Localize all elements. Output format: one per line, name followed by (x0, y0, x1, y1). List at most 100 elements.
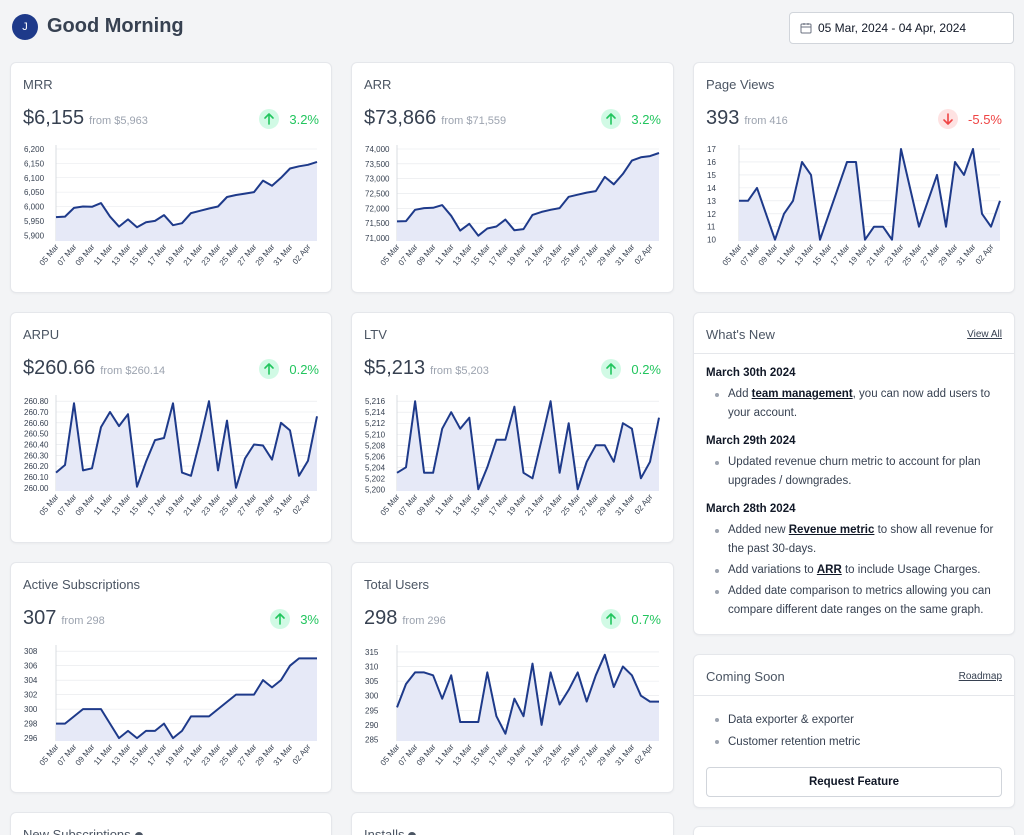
metric-change: -5.5% (938, 109, 1002, 129)
series-line[interactable] (396, 653, 659, 735)
y-tick-label: 16 (707, 158, 716, 167)
y-tick-label: 308 (24, 647, 38, 656)
y-tick-label: 5,900 (24, 231, 45, 240)
series-line[interactable] (55, 400, 318, 489)
list-item: Add team management, you can now add use… (706, 385, 1002, 423)
metric-previous-value: from $5,203 (430, 365, 489, 377)
metric-title: LTV (364, 327, 387, 342)
y-tick-label: 5,210 (365, 430, 386, 439)
y-tick-label: 290 (365, 721, 379, 730)
arrow-up-icon (601, 609, 622, 629)
card-title: Installs (364, 827, 417, 835)
metric-chart[interactable]: 74,000 73,500 73,000 72,500 72,000 71,500 71,0… (352, 141, 673, 291)
series-area (56, 401, 317, 491)
news-text: Added date comparison to metrics allowin… (728, 585, 991, 616)
metric-chart[interactable]: 5,216 5,214 5,212 5,210 5,208 5,206 5,204 5,202… (352, 391, 673, 541)
divider (694, 695, 1014, 696)
x-tick-label: 31 Mar (614, 742, 637, 767)
roadmap-link[interactable]: Roadmap (958, 671, 1002, 682)
news-link[interactable]: Revenue metric (788, 524, 875, 536)
metric-change-percent: 3.2% (289, 111, 319, 127)
metric-card-arpu[interactable]: ARPU $260.66 from $260.14 0.2% 260.80 260.70 2… (10, 312, 332, 543)
arrow-up-icon (270, 609, 291, 629)
x-tick-label: 09 Mar (415, 242, 438, 267)
news-link[interactable]: team management (751, 388, 853, 400)
metric-card-new-subscriptions[interactable]: New Subscriptions (10, 812, 332, 835)
series-line[interactable] (396, 152, 660, 237)
news-items: Add team management, you can now add use… (706, 385, 1002, 423)
news-text: Updated revenue churn metric to account … (728, 456, 981, 487)
news-link[interactable]: ARR (816, 564, 842, 576)
y-tick-label: 73,000 (365, 175, 390, 184)
arrow-up-icon (259, 109, 280, 129)
metric-change: 3% (270, 609, 319, 629)
x-tick-label: 31 Mar (272, 242, 295, 267)
news-text: Add variations to (728, 564, 817, 576)
metric-change: 3.2% (259, 109, 319, 129)
series-area (397, 153, 659, 241)
request-feature-button[interactable]: Request Feature (706, 767, 1002, 797)
metric-previous-value: from $5,963 (89, 115, 148, 127)
metric-value-text: $260.66 (23, 357, 96, 379)
metric-title: ARPU (23, 327, 60, 342)
y-tick-label: 5,212 (365, 419, 386, 428)
sidebar-card-partial (693, 826, 1015, 835)
y-tick-label: 305 (365, 677, 379, 686)
x-tick-label: 02 Apr (633, 742, 655, 766)
metric-card-page-views[interactable]: Page Views 393 from 416 -5.5% 17 16 15 14 13 12 11… (693, 62, 1015, 293)
y-tick-label: 285 (365, 736, 379, 745)
metric-card-installs[interactable]: Installs (351, 812, 674, 835)
metric-value-text: $6,155 (23, 107, 85, 129)
y-tick-label: 296 (24, 734, 38, 743)
list-item: Added new Revenue metric to show all rev… (706, 521, 1002, 559)
coming-soon-panel: Coming Soon Roadmap Data exporter & expo… (693, 654, 1015, 808)
y-tick-label: 6,100 (24, 174, 45, 183)
y-tick-label: 6,150 (24, 159, 45, 168)
series-line[interactable] (396, 400, 660, 491)
coming-soon-list: Data exporter & exporter Customer retent… (706, 709, 1002, 753)
series-line[interactable] (55, 160, 318, 229)
list-item: Data exporter & exporter (706, 709, 1002, 731)
y-tick-label: 6,200 (24, 145, 45, 154)
metric-change-percent: 3% (300, 611, 319, 627)
metric-value: 298 from 296 (364, 607, 446, 630)
user-avatar[interactable]: J (12, 14, 38, 40)
metric-value-text: $73,866 (364, 107, 437, 129)
x-tick-label: 09 Mar (74, 242, 97, 267)
series-line[interactable] (739, 148, 1001, 241)
metric-card-arr[interactable]: ARR $73,866 from $71,559 3.2% 74,000 73,500 73… (351, 62, 674, 293)
x-tick-label: 02 Apr (974, 242, 996, 266)
info-icon[interactable] (134, 831, 143, 835)
metric-title: Total Users (364, 577, 430, 592)
metric-value-text: 393 (706, 107, 740, 129)
info-icon[interactable] (408, 831, 417, 835)
y-tick-label: 260.00 (24, 484, 49, 493)
series-line[interactable] (56, 657, 317, 740)
metric-change: 3.2% (601, 109, 661, 129)
y-tick-label: 302 (24, 691, 38, 700)
metric-card-ltv[interactable]: LTV $5,213 from $5,203 0.2% 5,216 5,214 5,212 5… (351, 312, 674, 543)
y-tick-label: 5,216 (365, 397, 386, 406)
metric-card-total-users[interactable]: Total Users 298 from 296 0.7% 315 310 305 300 29… (351, 562, 674, 793)
metric-value: $5,213 from $5,203 (364, 357, 489, 380)
y-tick-label: 14 (707, 184, 716, 193)
metric-value-text: 298 (364, 607, 398, 629)
x-tick-label: 02 Apr (291, 742, 313, 766)
metric-card-active-subscriptions[interactable]: Active Subscriptions 307 from 298 3% 308 306 3… (10, 562, 332, 793)
metric-card-mrr[interactable]: MRR $6,155 from $5,963 3.2% 6,200 6,150 6,100 6… (10, 62, 332, 293)
card-title: New Subscriptions (23, 827, 143, 835)
x-tick-label: 09 Mar (74, 742, 97, 767)
metric-value: $73,866 from $71,559 (364, 107, 506, 130)
y-tick-label: 260.60 (24, 419, 49, 428)
whats-new-title: What's New (706, 327, 775, 342)
y-tick-label: 5,200 (365, 485, 386, 494)
y-tick-label: 5,202 (365, 474, 386, 483)
list-item: Added date comparison to metrics allowin… (706, 582, 1002, 620)
date-range-picker[interactable]: 05 Mar, 2024 - 04 Apr, 2024 (789, 12, 1014, 44)
view-all-link[interactable]: View All (967, 329, 1002, 340)
